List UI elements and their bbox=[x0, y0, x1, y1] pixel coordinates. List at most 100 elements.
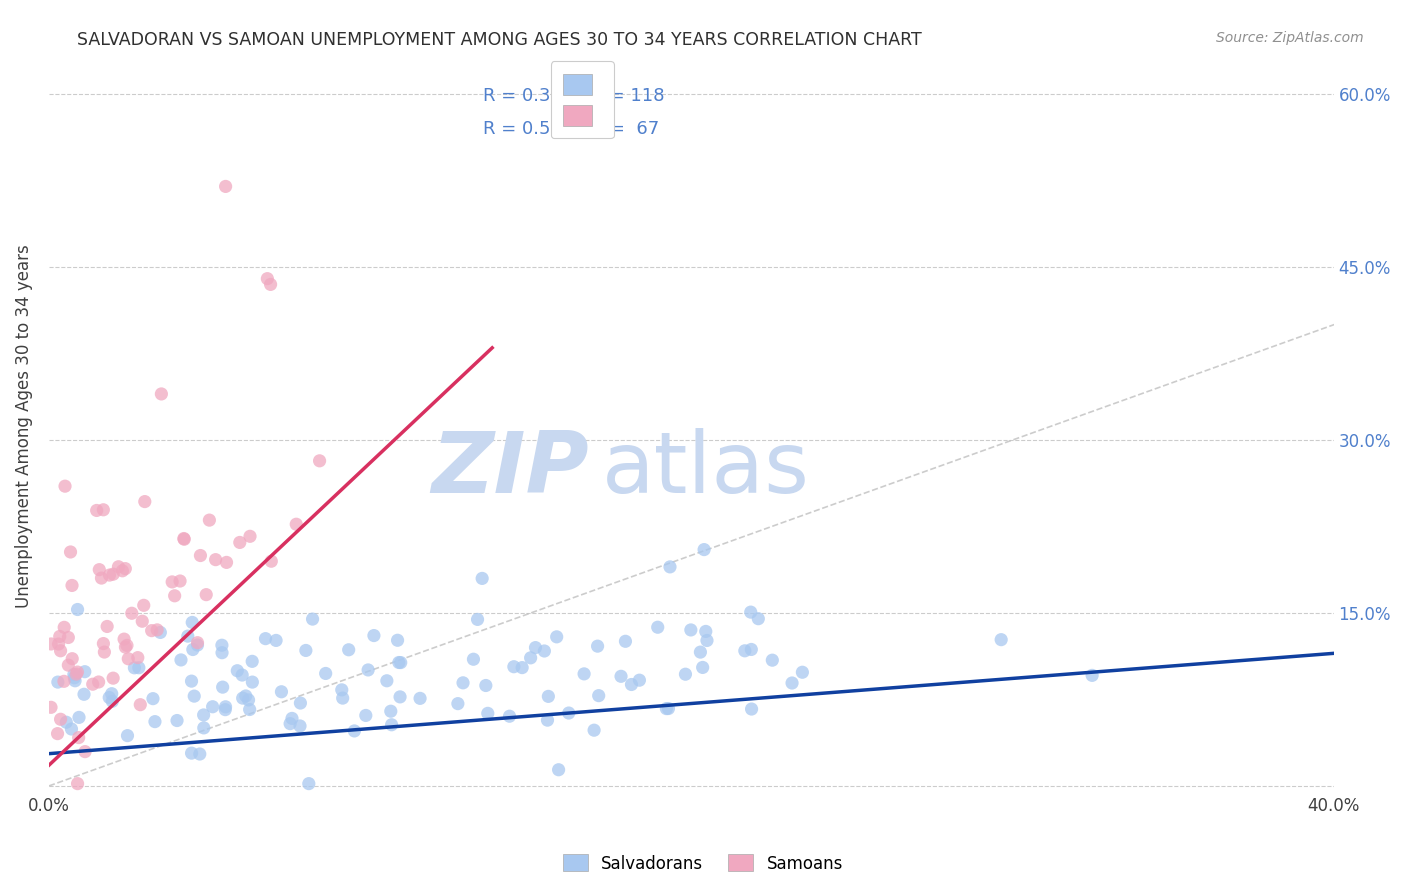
Point bbox=[343, 723, 366, 738]
Point bbox=[132, 599, 155, 613]
Point bbox=[117, 729, 139, 743]
Point bbox=[259, 277, 281, 292]
Point bbox=[475, 678, 498, 692]
Point bbox=[211, 646, 233, 660]
Point bbox=[67, 731, 90, 745]
Point bbox=[254, 632, 277, 646]
Point bbox=[98, 690, 121, 705]
Point bbox=[46, 675, 69, 690]
Point bbox=[389, 690, 412, 704]
Point bbox=[96, 619, 118, 633]
Point bbox=[63, 671, 86, 685]
Point bbox=[59, 545, 82, 559]
Point bbox=[734, 644, 756, 658]
Point bbox=[741, 702, 763, 716]
Point bbox=[586, 639, 609, 653]
Point bbox=[477, 706, 499, 721]
Point bbox=[659, 560, 682, 574]
Point bbox=[583, 723, 606, 738]
Point bbox=[524, 640, 547, 655]
Point bbox=[204, 552, 226, 566]
Point bbox=[657, 701, 679, 715]
Point bbox=[214, 699, 236, 714]
Point bbox=[214, 179, 236, 194]
Point bbox=[502, 659, 524, 673]
Point bbox=[60, 722, 83, 736]
Point bbox=[149, 625, 172, 640]
Point bbox=[66, 665, 89, 679]
Point bbox=[181, 615, 204, 630]
Point bbox=[173, 533, 195, 547]
Point bbox=[55, 715, 77, 730]
Point bbox=[290, 696, 312, 710]
Point bbox=[193, 708, 215, 723]
Point bbox=[53, 620, 76, 634]
Point bbox=[143, 714, 166, 729]
Point bbox=[281, 711, 304, 725]
Point bbox=[166, 714, 188, 728]
Point bbox=[146, 623, 169, 637]
Point bbox=[270, 685, 292, 699]
Point bbox=[696, 633, 718, 648]
Point bbox=[114, 640, 136, 654]
Point bbox=[63, 667, 86, 681]
Point bbox=[90, 571, 112, 585]
Legend: , : , bbox=[551, 62, 613, 138]
Point bbox=[215, 555, 238, 569]
Text: R = 0.301   N = 118: R = 0.301 N = 118 bbox=[484, 87, 665, 105]
Point bbox=[301, 612, 323, 626]
Point bbox=[337, 642, 360, 657]
Point bbox=[298, 777, 321, 791]
Point bbox=[186, 636, 208, 650]
Point bbox=[89, 563, 111, 577]
Point bbox=[354, 708, 377, 723]
Point bbox=[170, 653, 193, 667]
Point bbox=[49, 644, 72, 658]
Point bbox=[679, 623, 702, 637]
Point bbox=[129, 698, 152, 712]
Point bbox=[357, 663, 380, 677]
Point bbox=[73, 665, 96, 679]
Point bbox=[547, 763, 569, 777]
Point bbox=[655, 701, 678, 715]
Point bbox=[740, 642, 762, 657]
Point bbox=[226, 664, 249, 678]
Point bbox=[66, 777, 89, 791]
Point bbox=[315, 666, 337, 681]
Point bbox=[288, 719, 311, 733]
Point bbox=[107, 559, 129, 574]
Point bbox=[1081, 668, 1104, 682]
Point bbox=[211, 680, 233, 694]
Point bbox=[73, 687, 96, 701]
Point bbox=[201, 699, 224, 714]
Point bbox=[620, 677, 643, 691]
Point bbox=[180, 674, 202, 689]
Point bbox=[111, 564, 134, 578]
Point bbox=[689, 645, 711, 659]
Point bbox=[101, 694, 124, 708]
Point bbox=[388, 656, 411, 670]
Point bbox=[67, 710, 90, 724]
Point bbox=[278, 716, 301, 731]
Point bbox=[193, 721, 215, 735]
Point bbox=[363, 629, 385, 643]
Point bbox=[761, 653, 783, 667]
Text: ZIP: ZIP bbox=[430, 428, 589, 511]
Point bbox=[188, 747, 211, 761]
Point bbox=[169, 574, 191, 588]
Point bbox=[52, 674, 75, 689]
Point bbox=[93, 636, 115, 650]
Point bbox=[91, 503, 114, 517]
Point bbox=[73, 745, 96, 759]
Point bbox=[330, 682, 353, 697]
Legend: Salvadorans, Samoans: Salvadorans, Samoans bbox=[557, 847, 849, 880]
Point bbox=[65, 667, 87, 681]
Point bbox=[58, 631, 80, 645]
Point bbox=[124, 661, 146, 675]
Point bbox=[121, 607, 143, 621]
Point bbox=[60, 651, 83, 665]
Point bbox=[239, 702, 262, 716]
Text: atlas: atlas bbox=[602, 428, 810, 511]
Point bbox=[240, 654, 263, 668]
Text: Source: ZipAtlas.com: Source: ZipAtlas.com bbox=[1216, 31, 1364, 45]
